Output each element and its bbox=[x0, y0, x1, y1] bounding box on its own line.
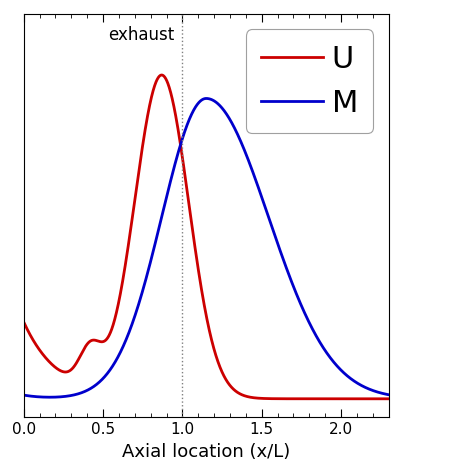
X-axis label: Axial location (x/L): Axial location (x/L) bbox=[122, 443, 290, 461]
Text: exhaust: exhaust bbox=[108, 27, 174, 44]
Legend: U, M: U, M bbox=[246, 29, 374, 133]
